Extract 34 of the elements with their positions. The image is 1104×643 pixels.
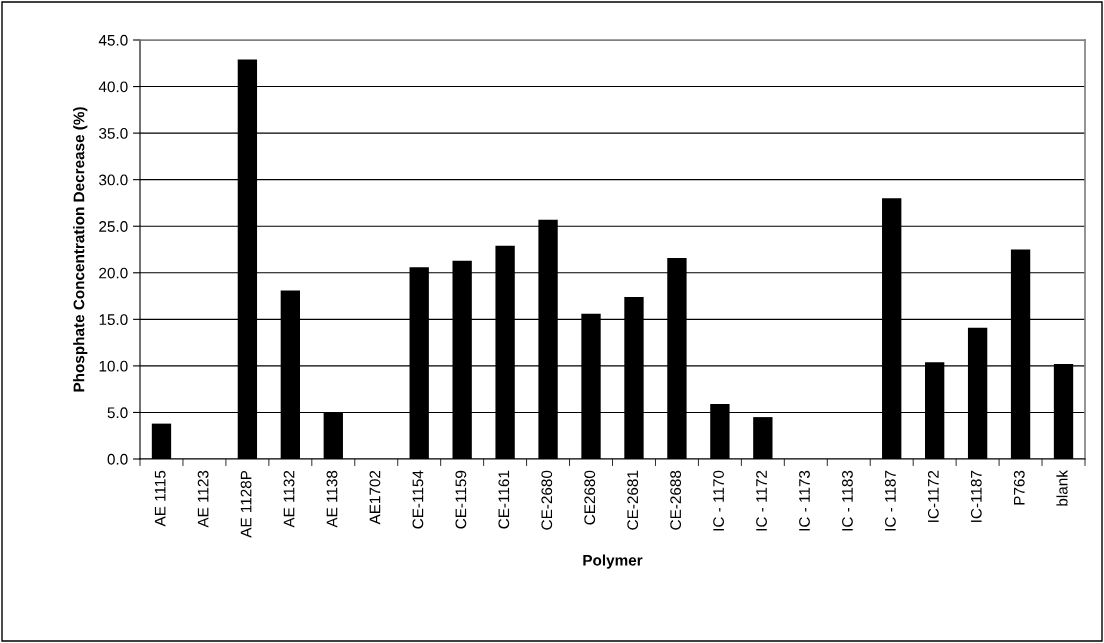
x-tick-label: P763 xyxy=(1013,470,1025,505)
x-tick-label: AE 1132 xyxy=(283,470,295,528)
x-tick-label: IC - 1172 xyxy=(756,470,767,531)
x-tick-label: IC-1187 xyxy=(970,470,982,522)
x-tick-label: IC-1172 xyxy=(927,470,939,522)
x-tick-label: AE 1128P xyxy=(240,470,252,538)
y-axis-title: Phosphate Concentration Decrease (%) xyxy=(73,107,88,392)
x-tick-label: CE-2680 xyxy=(541,470,553,530)
x-tick-label: CE-1159 xyxy=(455,470,467,529)
x-tick-label: CE-1154 xyxy=(412,470,424,529)
y-tick-label: 5.0 xyxy=(107,407,128,419)
y-tick-label: 25.0 xyxy=(99,221,128,232)
x-tick-label: IC - 1173 xyxy=(799,470,810,531)
x-tick-label: CE-1161 xyxy=(498,470,510,529)
y-tick-label: 10.0 xyxy=(99,360,128,372)
y-tick-label: 0.0 xyxy=(107,453,128,465)
y-tick-label: 15.0 xyxy=(99,314,128,326)
x-tick-label: CE2680 xyxy=(584,470,596,525)
x-tick-label: IC - 1170 xyxy=(713,470,724,531)
y-tick-label: 45.0 xyxy=(98,34,128,46)
x-axis-title: Polymer xyxy=(583,554,643,569)
y-tick-label: 35.0 xyxy=(99,127,128,139)
x-tick-label: AE 1138 xyxy=(326,470,338,528)
y-tick-label: 20.0 xyxy=(99,267,128,279)
x-tick-label: CE-2688 xyxy=(670,470,682,530)
x-tick-label: AE 1115 xyxy=(154,470,166,527)
x-tick-label: AE 1123 xyxy=(197,470,209,528)
x-tick-label: CE-2681 xyxy=(627,470,639,530)
x-tick-label: IC - 1187 xyxy=(884,470,896,531)
y-tick-label: 30.0 xyxy=(99,174,128,186)
x-tick-label: blank xyxy=(1056,470,1068,506)
x-tick-label: AE1702 xyxy=(369,470,381,525)
y-tick-label: 40.0 xyxy=(98,81,128,93)
x-tick-label: IC - 1183 xyxy=(842,470,853,531)
